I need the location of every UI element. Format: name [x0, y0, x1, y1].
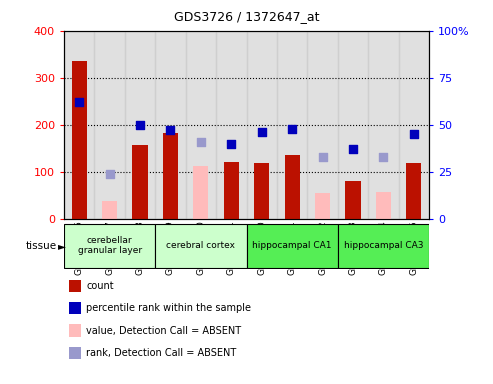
Point: [227, 141, 235, 147]
Bar: [216, 31, 246, 219]
Text: GDS3726 / 1372647_at: GDS3726 / 1372647_at: [174, 10, 319, 23]
Bar: [133, 145, 148, 219]
Bar: [338, 223, 429, 268]
Bar: [246, 31, 277, 219]
Bar: [246, 223, 338, 268]
Bar: [64, 223, 155, 268]
Text: ►: ►: [58, 241, 66, 251]
Point: [318, 154, 326, 160]
Bar: [406, 163, 422, 219]
Point: [258, 129, 266, 136]
Bar: [376, 192, 391, 219]
Bar: [338, 31, 368, 219]
Point: [106, 170, 113, 177]
Bar: [186, 31, 216, 219]
Bar: [368, 31, 398, 219]
Bar: [102, 201, 117, 219]
Text: cerebellar
granular layer: cerebellar granular layer: [77, 236, 142, 255]
Text: hippocampal CA3: hippocampal CA3: [344, 241, 423, 250]
Bar: [163, 133, 178, 219]
Text: tissue: tissue: [26, 241, 57, 251]
Point: [410, 131, 418, 137]
Text: cerebral cortex: cerebral cortex: [167, 241, 235, 250]
Bar: [193, 166, 209, 219]
Bar: [277, 31, 307, 219]
Text: hippocampal CA1: hippocampal CA1: [252, 241, 332, 250]
Point: [167, 127, 175, 134]
Bar: [71, 61, 87, 219]
Bar: [155, 223, 246, 268]
Text: percentile rank within the sample: percentile rank within the sample: [86, 303, 251, 313]
Bar: [125, 31, 155, 219]
Point: [75, 99, 83, 105]
Bar: [224, 162, 239, 219]
Text: count: count: [86, 281, 114, 291]
Point: [136, 122, 144, 128]
Point: [380, 154, 387, 160]
Bar: [315, 193, 330, 219]
Text: rank, Detection Call = ABSENT: rank, Detection Call = ABSENT: [86, 348, 237, 358]
Point: [288, 126, 296, 132]
Bar: [307, 31, 338, 219]
Point: [349, 146, 357, 152]
Point: [197, 139, 205, 145]
Bar: [95, 31, 125, 219]
Bar: [345, 181, 360, 219]
Bar: [254, 163, 269, 219]
Bar: [64, 31, 95, 219]
Bar: [398, 31, 429, 219]
Bar: [284, 156, 300, 219]
Text: value, Detection Call = ABSENT: value, Detection Call = ABSENT: [86, 326, 242, 336]
Bar: [155, 31, 186, 219]
